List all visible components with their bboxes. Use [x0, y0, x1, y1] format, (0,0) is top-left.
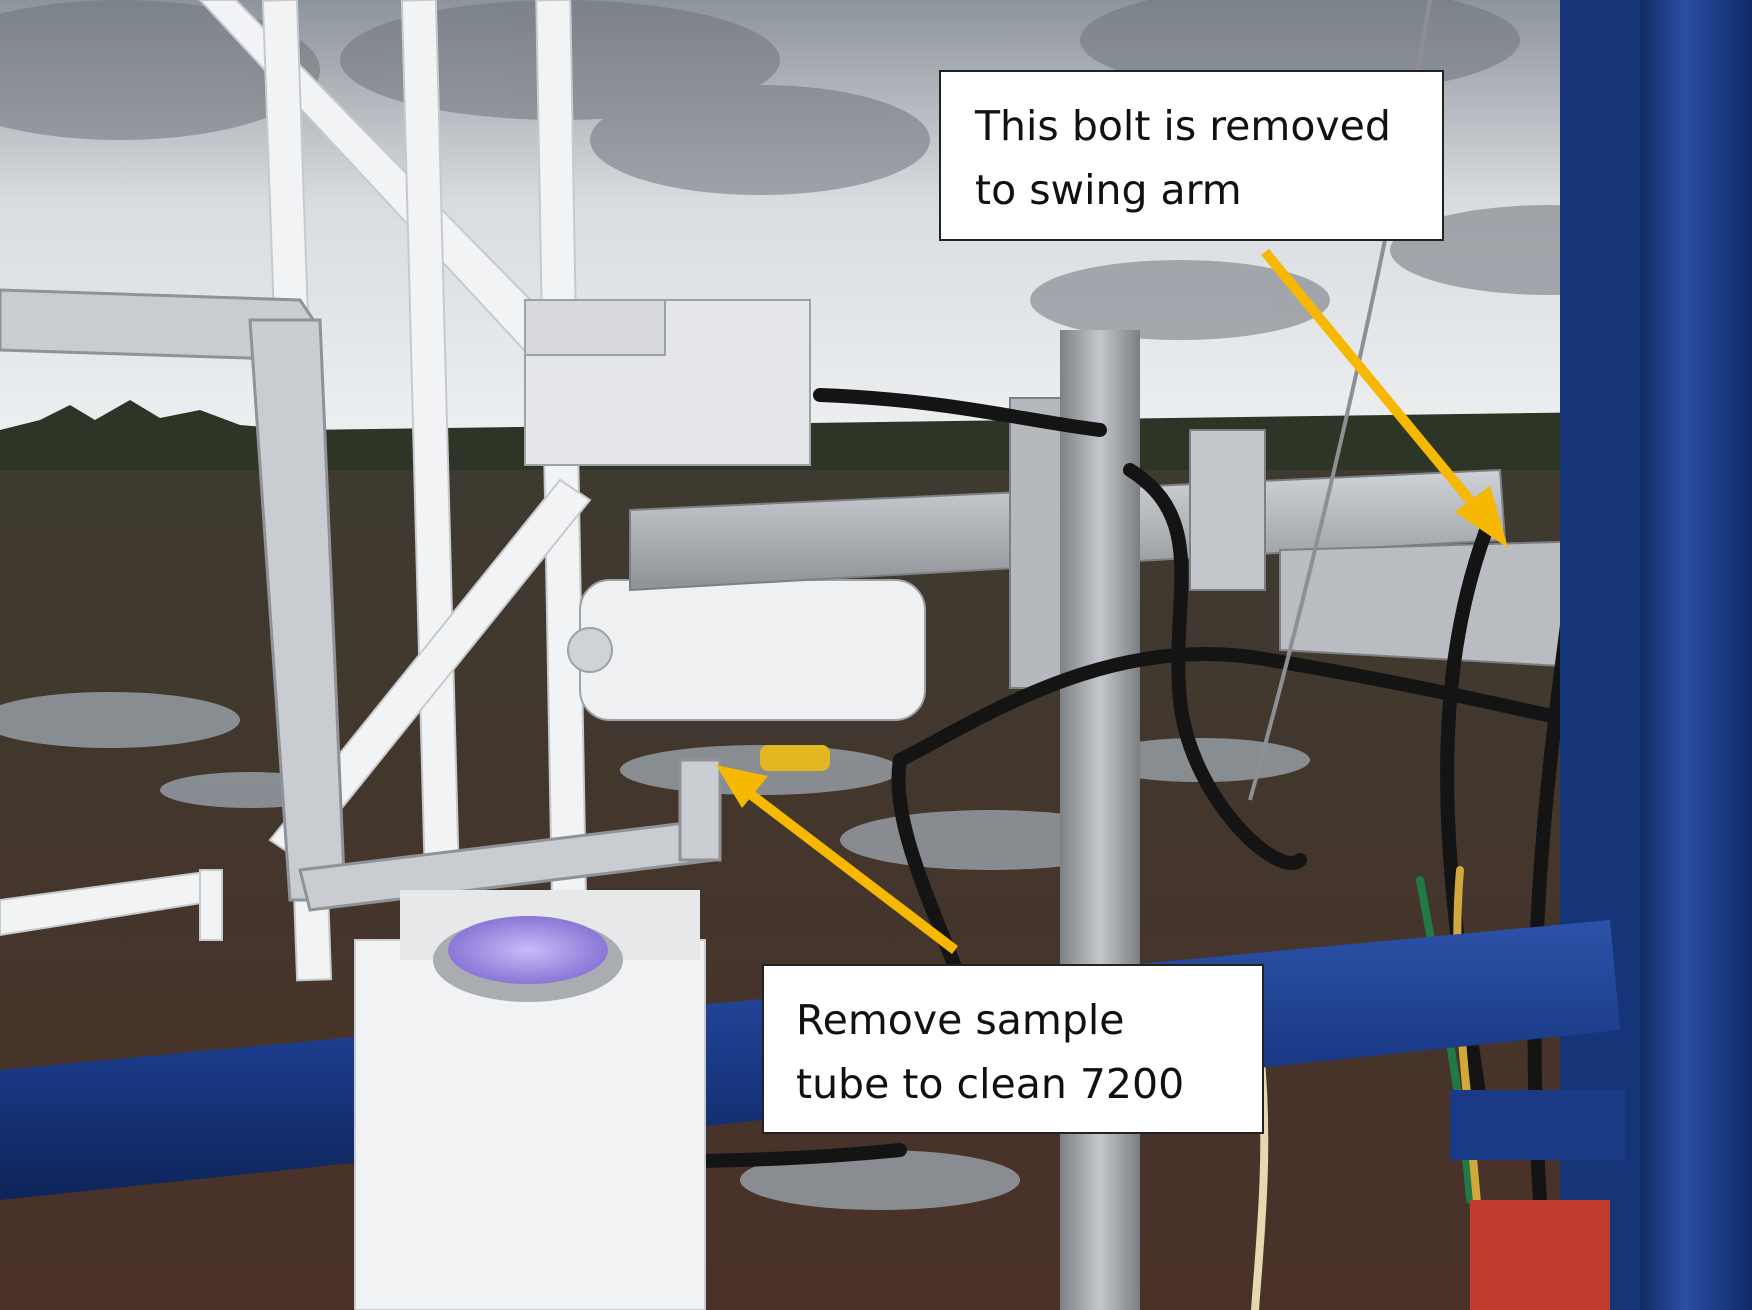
pole	[1060, 330, 1140, 1310]
valve	[760, 745, 830, 771]
arrows	[716, 248, 1508, 954]
callout-bolt-line2: to swing arm	[975, 166, 1242, 214]
callout-bolt-line1: This bolt is removed	[975, 102, 1391, 150]
white-frame	[0, 0, 592, 1002]
callout-tube-line2: tube to clean 7200	[796, 1060, 1185, 1108]
callout-tube-line1: Remove sample	[796, 996, 1125, 1044]
callout-bolt-note: This bolt is removed to swing arm	[939, 70, 1444, 241]
sensor-base	[354, 890, 706, 1310]
analyzer	[524, 299, 926, 721]
foil-tube	[0, 288, 722, 912]
callout-tube-note: Remove sample tube to clean 7200	[762, 964, 1264, 1134]
